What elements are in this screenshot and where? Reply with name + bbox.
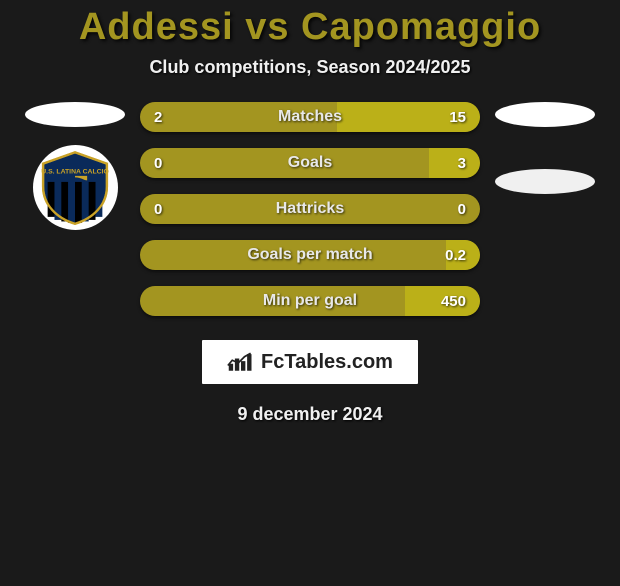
stat-right-value: 0.2 bbox=[432, 247, 466, 264]
stat-right-value: 3 bbox=[432, 155, 466, 172]
stat-bar: Goals per match0.2 bbox=[140, 240, 480, 270]
stat-bar: 2Matches15 bbox=[140, 102, 480, 132]
stat-right-value: 0 bbox=[432, 201, 466, 218]
right-club-badge bbox=[495, 169, 595, 194]
page-subtitle: Club competitions, Season 2024/2025 bbox=[0, 57, 620, 78]
stats-bars: 2Matches150Goals30Hattricks0Goals per ma… bbox=[135, 102, 485, 316]
stat-label: Goals per match bbox=[188, 246, 432, 264]
left-club-badge: U.S. LATINA CALCIO bbox=[33, 145, 118, 230]
bar-chart-icon bbox=[227, 351, 255, 373]
stat-left-value: 2 bbox=[154, 109, 188, 126]
footer-brand-logo: FcTables.com bbox=[202, 340, 418, 384]
left-player-col: U.S. LATINA CALCIO bbox=[15, 102, 135, 230]
comparison-row: U.S. LATINA CALCIO 2Matches150Goals30Hat… bbox=[0, 102, 620, 316]
stat-label: Matches bbox=[188, 108, 432, 126]
stat-right-value: 15 bbox=[432, 109, 466, 126]
stat-right-value: 450 bbox=[432, 293, 466, 310]
footer-brand-text: FcTables.com bbox=[261, 351, 393, 374]
stat-left-value: 0 bbox=[154, 201, 188, 218]
stat-label: Hattricks bbox=[188, 200, 432, 218]
right-player-photo bbox=[495, 102, 595, 127]
right-player-col bbox=[485, 102, 605, 194]
svg-text:U.S. LATINA CALCIO: U.S. LATINA CALCIO bbox=[41, 168, 109, 175]
stat-label: Goals bbox=[188, 154, 432, 172]
stat-bar: Min per goal450 bbox=[140, 286, 480, 316]
stat-bar: 0Hattricks0 bbox=[140, 194, 480, 224]
left-player-photo bbox=[25, 102, 125, 127]
stat-label: Min per goal bbox=[188, 292, 432, 310]
stat-left-value: 0 bbox=[154, 155, 188, 172]
snapshot-date: 9 december 2024 bbox=[0, 404, 620, 425]
stat-bar: 0Goals3 bbox=[140, 148, 480, 178]
page-title: Addessi vs Capomaggio bbox=[0, 6, 620, 49]
latina-badge-icon: U.S. LATINA CALCIO bbox=[37, 150, 113, 226]
